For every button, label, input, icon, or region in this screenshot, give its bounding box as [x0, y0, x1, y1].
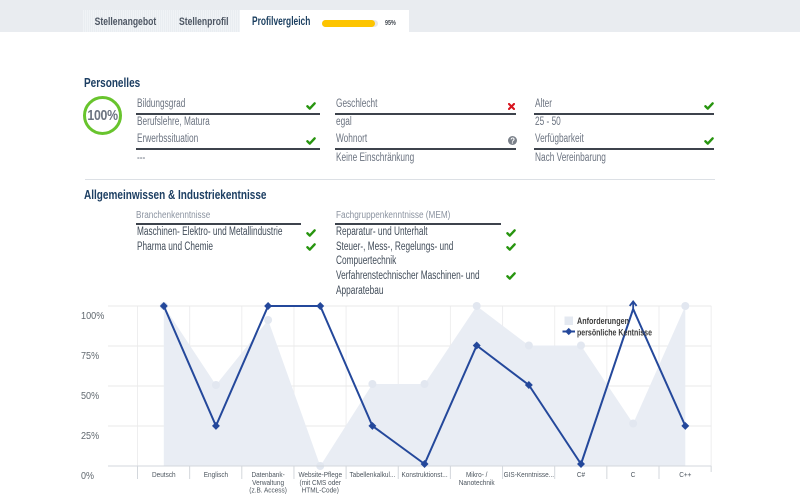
svg-text:?: ? — [510, 136, 515, 145]
svg-text:C#: C# — [577, 470, 586, 479]
svg-text:C++: C++ — [679, 470, 692, 479]
svg-text:C: C — [631, 470, 636, 479]
svg-text:HTML-Code): HTML-Code) — [302, 486, 340, 495]
svg-text:100%: 100% — [81, 311, 104, 322]
svg-text:Tabellenkalkul...: Tabellenkalkul... — [349, 470, 395, 479]
svg-text:(mit CMS oder: (mit CMS oder — [299, 478, 341, 487]
svg-text:(z.B. Access): (z.B. Access) — [249, 486, 287, 495]
svg-text:75%: 75% — [81, 351, 99, 362]
svg-text:Englisch: Englisch — [204, 470, 228, 479]
svg-text:Mikro- /: Mikro- / — [466, 470, 488, 479]
svg-text:Konstruktionst...: Konstruktionst... — [401, 470, 447, 479]
svg-text:Anforderungen: Anforderungen — [577, 316, 629, 327]
svg-text:Deutsch: Deutsch — [152, 470, 176, 479]
svg-text:25%: 25% — [81, 431, 99, 442]
svg-text:50%: 50% — [81, 391, 99, 402]
svg-text:Verwaltung: Verwaltung — [252, 478, 284, 487]
svg-text:persönliche Kentnisse: persönliche Kentnisse — [577, 328, 652, 339]
svg-text:0%: 0% — [81, 471, 94, 482]
svg-text:Website-Pflege: Website-Pflege — [298, 470, 342, 479]
svg-text:Datenbank-: Datenbank- — [251, 470, 285, 479]
svg-text:Nanotechnik: Nanotechnik — [459, 478, 495, 487]
svg-text:GIS-Kenntnisse...: GIS-Kenntnisse... — [504, 470, 555, 479]
